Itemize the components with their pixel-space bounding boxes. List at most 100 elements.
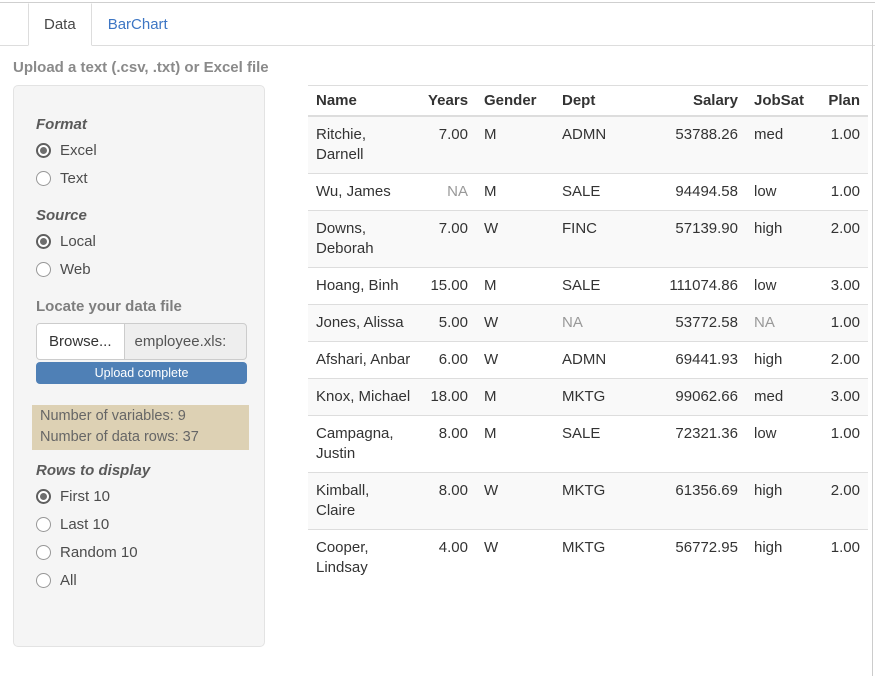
data-table: Name Years Gender Dept Salary JobSat Plan Ritc…: [308, 85, 868, 586]
radio-button-icon[interactable]: [36, 489, 51, 504]
data-summary-box: Number of variables: 9 Number of data ro…: [32, 405, 249, 450]
table-row: Wu, James NA M SALE 94494.58 low 1.00: [308, 173, 868, 211]
table-cell: low: [746, 415, 812, 473]
table-cell: MKTG: [554, 378, 642, 416]
table-cell: Afshari, Anbar: [308, 341, 420, 379]
table-cell: NA: [746, 304, 812, 342]
table-cell: ADMN: [554, 341, 642, 379]
radio-source-local[interactable]: Local: [36, 233, 246, 250]
table-cell: Hoang, Binh: [308, 267, 420, 305]
table-cell: M: [476, 378, 554, 416]
table-cell: M: [476, 173, 554, 211]
table-row: Ritchie, Darnell 7.00 M ADMN 53788.26 med 1.00: [308, 116, 868, 174]
table-cell: W: [476, 341, 554, 379]
file-name-field[interactable]: employee.xls:: [134, 333, 227, 350]
table-cell: MKTG: [554, 529, 642, 586]
table-cell: 1.00: [812, 529, 868, 586]
table-cell: 61356.69: [642, 472, 746, 530]
radio-label: All: [60, 572, 77, 589]
table-cell: 1.00: [812, 173, 868, 211]
table-cell: M: [476, 267, 554, 305]
radio-format-excel[interactable]: Excel: [36, 142, 246, 159]
table-cell: 94494.58: [642, 173, 746, 211]
vertical-scrollbar[interactable]: [872, 10, 873, 676]
table-cell: Jones, Alissa: [308, 304, 420, 342]
table-cell: Ritchie, Darnell: [316, 126, 367, 163]
table-cell: M: [476, 415, 554, 473]
radio-label: Excel: [60, 142, 97, 159]
table-cell: MKTG: [554, 472, 642, 530]
table-header-row: Name Years Gender Dept Salary JobSat Plan: [308, 85, 868, 117]
rows-group-label: Rows to display: [36, 462, 151, 479]
radio-button-icon[interactable]: [36, 517, 51, 532]
table-cell: Kimball, Claire: [308, 472, 420, 530]
table-row: Cooper, Lindsay 4.00 W MKTG 56772.95 high 1.00: [308, 529, 868, 586]
radio-rows-first10[interactable]: First 10: [36, 488, 246, 505]
table-cell: 8.00: [420, 415, 476, 473]
table-cell: 4.00: [420, 529, 476, 586]
table-cell: NA: [554, 304, 642, 342]
table-cell: ADMN: [562, 126, 607, 143]
file-input-group: Browse... employee.xls:: [36, 323, 247, 360]
table-cell: 8.00: [420, 472, 476, 530]
radio-rows-all[interactable]: All: [36, 572, 246, 589]
table-cell: 2.00: [812, 472, 868, 530]
table-cell: W: [476, 529, 554, 586]
column-header: Plan: [812, 85, 868, 117]
radio-button-icon[interactable]: [36, 545, 51, 560]
table-cell: 56772.95: [642, 529, 746, 586]
table-row: Afshari, Anbar 6.00 W ADMN 69441.93 high 2.00: [308, 341, 868, 379]
table-row: Kimball, Claire 8.00 W MKTG 61356.69 high 2.00: [308, 472, 868, 530]
rows-count: Number of data rows: 37: [40, 429, 199, 445]
table-cell: 69441.93: [642, 341, 746, 379]
table-cell: M: [484, 126, 497, 143]
radio-label: First 10: [60, 488, 111, 505]
table-cell: 7.00: [438, 126, 468, 143]
radio-button-icon[interactable]: [36, 573, 51, 588]
table-row: Knox, Michael 18.00 M MKTG 99062.66 med 3.00: [308, 378, 868, 416]
column-header: Name: [308, 85, 420, 117]
table-cell: 1.00: [830, 126, 860, 143]
column-header: Salary: [642, 85, 746, 117]
table-cell: W: [476, 210, 554, 268]
page-title: Upload a text (.csv, .txt) or Excel file: [13, 59, 269, 76]
column-header: Gender: [476, 85, 554, 117]
radio-rows-random10[interactable]: Random 10: [36, 544, 246, 561]
format-group-label: Format: [36, 116, 87, 133]
table-cell: 72321.36: [642, 415, 746, 473]
table-row: Downs, Deborah 7.00 W FINC 57139.90 high 2.00: [308, 210, 868, 268]
table-cell: Wu, James: [308, 173, 420, 211]
radio-format-text[interactable]: Text: [36, 170, 246, 187]
radio-rows-last10[interactable]: Last 10: [36, 516, 246, 533]
table-cell: 7.00: [420, 210, 476, 268]
table-cell: W: [476, 472, 554, 530]
radio-source-web[interactable]: Web: [36, 261, 246, 278]
table-cell: high: [746, 341, 812, 379]
radio-button-icon[interactable]: [36, 234, 51, 249]
table-cell: med: [754, 126, 784, 143]
table-cell: low: [746, 173, 812, 211]
table-cell: 3.00: [812, 378, 868, 416]
main-content: Format Excel Text Source Local Web Locat…: [13, 85, 875, 647]
column-header: Years: [420, 85, 476, 117]
table-cell: 2.00: [812, 341, 868, 379]
tab-barchart[interactable]: BarChart: [107, 16, 168, 33]
table-row: Jones, Alissa 5.00 W NA 53772.58 NA 1.00: [308, 304, 868, 342]
radio-button-icon[interactable]: [36, 143, 51, 158]
table-cell: SALE: [554, 173, 642, 211]
radio-label: Last 10: [60, 516, 110, 533]
radio-button-icon[interactable]: [36, 262, 51, 277]
column-header: Dept: [554, 85, 642, 117]
table-row: Campagna, Justin 8.00 M SALE 72321.36 low 1.00: [308, 415, 868, 473]
tab-data[interactable]: Data: [28, 3, 92, 46]
table-cell: 57139.90: [642, 210, 746, 268]
radio-label: Random 10: [60, 544, 138, 561]
radio-button-icon[interactable]: [36, 171, 51, 186]
browse-button[interactable]: Browse...: [37, 324, 125, 359]
table-cell: 1.00: [812, 415, 868, 473]
table-cell: SALE: [554, 415, 642, 473]
table-cell: high: [746, 210, 812, 268]
table-cell: low: [746, 267, 812, 305]
table-cell: NA: [420, 173, 476, 211]
table-cell: high: [746, 472, 812, 530]
